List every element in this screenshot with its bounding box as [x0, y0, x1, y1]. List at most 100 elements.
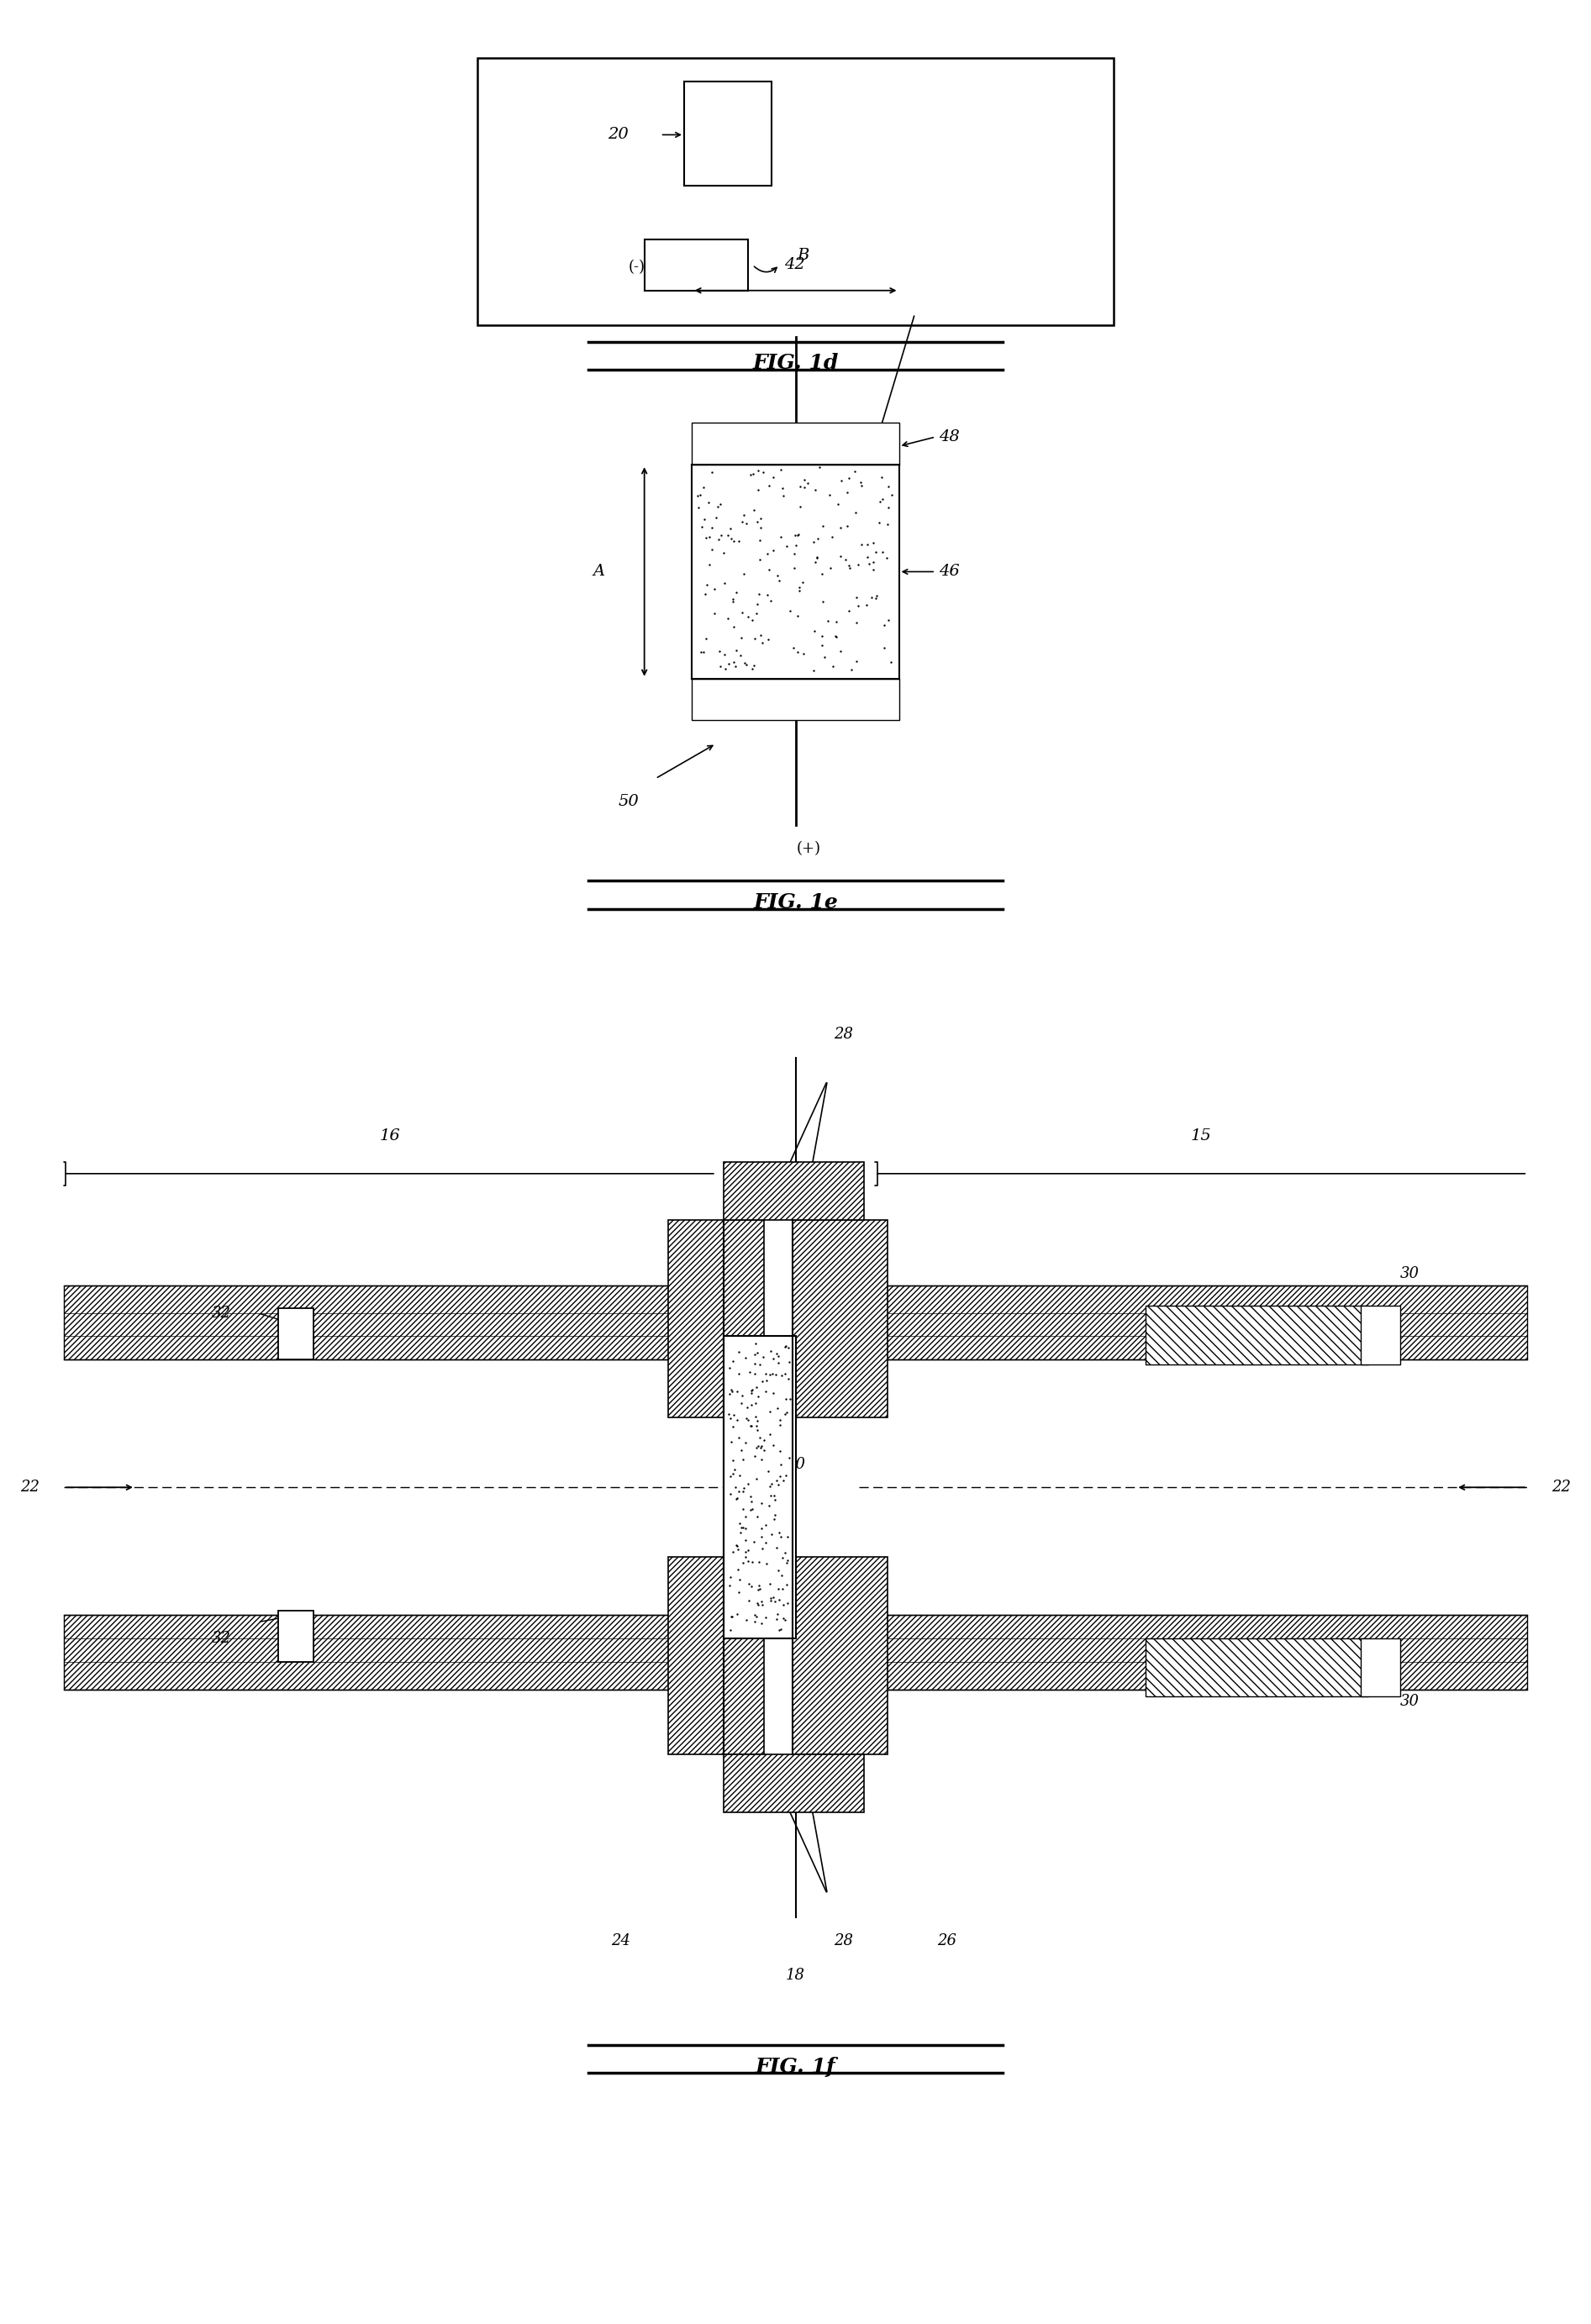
Point	[818, 548, 843, 586]
Point	[719, 1597, 745, 1634]
Point	[869, 458, 894, 495]
Point	[748, 1346, 773, 1383]
Point	[749, 1583, 775, 1620]
Point	[775, 1329, 800, 1367]
Point	[760, 1501, 786, 1538]
Point	[878, 476, 904, 514]
Point	[725, 1334, 751, 1371]
Bar	[64, 1285, 732, 1360]
Point	[877, 602, 902, 639]
Point	[725, 1550, 751, 1587]
Point	[738, 1373, 764, 1411]
Point	[792, 469, 818, 507]
Point	[807, 449, 832, 486]
Point	[733, 1399, 759, 1436]
Point	[762, 1478, 788, 1515]
Point	[765, 1390, 791, 1427]
Point	[768, 1357, 794, 1394]
Point	[713, 651, 738, 688]
Point	[733, 504, 759, 541]
Point	[743, 1597, 768, 1634]
Point	[711, 637, 737, 674]
Point	[718, 1559, 743, 1597]
Text: 22: 22	[1551, 1480, 1570, 1494]
Bar	[684, 81, 772, 186]
Point	[748, 1511, 773, 1548]
Point	[751, 453, 776, 490]
Point	[729, 593, 754, 630]
Point	[727, 1562, 753, 1599]
Point	[837, 460, 862, 497]
Point	[775, 1518, 800, 1555]
Bar	[692, 465, 899, 679]
Point	[854, 539, 880, 576]
Text: 32: 32	[212, 1306, 231, 1320]
Point	[729, 1432, 754, 1469]
Bar	[644, 239, 748, 290]
Point	[721, 1397, 746, 1434]
Point	[698, 453, 724, 490]
Point	[741, 1355, 767, 1392]
Point	[689, 509, 714, 546]
Point	[867, 483, 893, 521]
Point	[861, 551, 886, 588]
Point	[733, 1534, 759, 1571]
Point	[786, 569, 811, 607]
Point	[756, 467, 781, 504]
Point	[824, 486, 850, 523]
Point	[727, 1355, 753, 1392]
Point	[803, 544, 829, 581]
Point	[740, 456, 765, 493]
Point	[765, 558, 791, 595]
Point	[718, 1611, 743, 1648]
Point	[864, 576, 889, 614]
Point	[724, 1527, 749, 1564]
Point	[789, 562, 815, 600]
Point	[702, 572, 727, 609]
Point	[690, 634, 716, 672]
Point	[770, 1571, 796, 1608]
Text: 28: 28	[834, 1027, 853, 1041]
Bar	[668, 1220, 764, 1418]
Point	[748, 1429, 773, 1466]
Point	[727, 1506, 753, 1543]
Point	[749, 1529, 775, 1566]
Point	[743, 1399, 768, 1436]
Point	[767, 1580, 792, 1618]
Point	[714, 600, 740, 637]
Point	[748, 1518, 773, 1555]
Point	[741, 1336, 767, 1373]
Point	[821, 648, 846, 686]
Point	[760, 532, 786, 569]
Point	[759, 1515, 784, 1552]
Point	[745, 1585, 770, 1622]
Point	[745, 1369, 770, 1406]
Point	[729, 502, 754, 539]
Point	[743, 1325, 768, 1362]
Point	[714, 516, 740, 553]
Point	[781, 535, 807, 572]
Point	[873, 539, 899, 576]
Point	[729, 1515, 754, 1552]
Text: 46: 46	[939, 565, 959, 579]
Point	[702, 595, 727, 632]
Point	[733, 1497, 759, 1534]
Point	[749, 1587, 775, 1624]
Point	[767, 1457, 792, 1494]
Point	[746, 1587, 772, 1624]
Point	[824, 618, 850, 655]
Point	[765, 1569, 791, 1606]
Point	[775, 1566, 800, 1604]
Point	[698, 509, 724, 546]
Point	[765, 1339, 791, 1376]
Bar	[1360, 1638, 1400, 1697]
Point	[718, 1399, 743, 1436]
Point	[730, 555, 756, 593]
Point	[719, 521, 745, 558]
Point	[824, 602, 850, 639]
Point	[872, 630, 897, 667]
Point	[773, 1394, 799, 1432]
Point	[743, 595, 768, 632]
Point	[843, 641, 869, 679]
Point	[738, 1569, 764, 1606]
